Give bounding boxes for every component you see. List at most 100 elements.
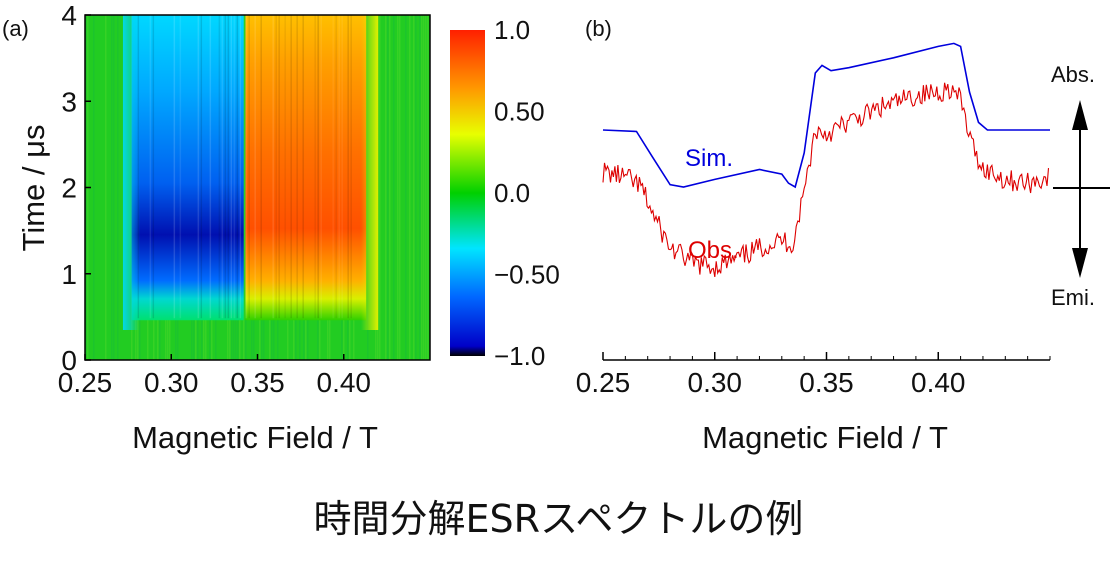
heatmap-streak	[421, 15, 423, 360]
heatmap-band-streak	[224, 15, 227, 319]
heatmap-band-streak	[317, 15, 319, 319]
heatmap-band-streak	[200, 15, 203, 319]
heatmap-band-streak	[314, 15, 316, 319]
heatmap-edge	[361, 15, 379, 330]
heatmap-band-streak	[332, 15, 334, 319]
sim-series-line	[602, 42, 1050, 189]
heatmap-band-streak	[350, 15, 352, 319]
heatmap-streak	[427, 15, 429, 360]
heatmap-streak	[409, 15, 411, 360]
abs-label: Abs.	[1051, 62, 1095, 87]
heatmap-negative-band	[131, 15, 244, 321]
heatmap-streak	[425, 15, 427, 360]
sim-series-label: Sim.	[685, 145, 733, 172]
colorbar-ticks: 1.0 0.50 0.0 −0.50 −1.0	[494, 15, 560, 371]
heatmap-x-axis-label: Magnetic Field / T	[132, 420, 378, 455]
line-plot-x-tick-label: 0.30	[688, 367, 743, 398]
line-plot-x-ticks: 0.25 0.30 0.35 0.40	[576, 352, 1051, 398]
heatmap-streak	[389, 15, 391, 360]
heatmap	[85, 15, 430, 360]
panel-a-label: (a)	[2, 16, 29, 41]
heatmap-positive-band	[245, 15, 367, 321]
heatmap-streak	[413, 15, 415, 360]
heatmap-band-streak	[236, 15, 239, 319]
colorbar-tick-label: 0.0	[494, 178, 530, 208]
heatmap-x-tick-label: 0.35	[230, 367, 285, 398]
heatmap-band-streak	[152, 15, 155, 319]
obs-series-line	[602, 82, 1050, 277]
heatmap-band-streak	[149, 15, 152, 319]
heatmap-band-streak	[209, 15, 212, 319]
heatmap-x-tick-label: 0.25	[58, 367, 113, 398]
heatmap-streak	[419, 15, 421, 360]
heatmap-streak	[93, 15, 95, 360]
heatmap-y-ticks: 0 1 2 3 4	[61, 0, 91, 376]
heatmap-streak	[397, 15, 399, 360]
heatmap-streak	[111, 15, 113, 360]
figure-caption: 時間分解ESRスペクトルの例	[313, 497, 804, 541]
heatmap-streak	[105, 15, 107, 360]
heatmap-band-streak	[272, 15, 274, 319]
heatmap-streak	[399, 15, 401, 360]
heatmap-streak	[379, 15, 381, 360]
heatmap-band-streak	[284, 15, 286, 319]
colorbar-tick-label: −0.50	[494, 260, 560, 290]
heatmap-x-tick-label: 0.40	[317, 367, 372, 398]
heatmap-x-ticks: 0.25 0.30 0.35 0.40	[58, 354, 371, 398]
heatmap-y-axis-label: Time / μs	[16, 125, 51, 252]
heatmap-band-streak	[239, 15, 242, 319]
line-plot-x-tick-label: 0.35	[799, 367, 854, 398]
heatmap-streak	[113, 15, 115, 360]
heatmap-band-streak	[296, 15, 298, 319]
heatmap-streak	[385, 15, 387, 360]
obs-series-label: Obs.	[688, 237, 739, 264]
heatmap-x-tick-label: 0.30	[144, 367, 199, 398]
line-plot	[602, 42, 1050, 277]
abs-arrow-icon	[1072, 100, 1088, 130]
heatmap-y-tick-label: 3	[61, 86, 77, 117]
line-plot-x-axis-label: Magnetic Field / T	[702, 420, 948, 455]
heatmap-streak	[415, 15, 417, 360]
heatmap-edge	[122, 15, 141, 330]
heatmap-y-tick-label: 2	[61, 173, 77, 204]
heatmap-streak	[243, 15, 245, 360]
heatmap-band-streak	[254, 15, 256, 319]
heatmap-band-streak	[248, 15, 250, 319]
heatmap-y-tick-label: 4	[61, 0, 77, 31]
heatmap-band-streak	[335, 15, 337, 319]
heatmap-streak	[387, 15, 389, 360]
colorbar-tick-label: 0.50	[494, 97, 545, 127]
heatmap-band-streak	[347, 15, 349, 319]
heatmap-streak	[393, 15, 395, 360]
heatmap-band-streak	[197, 15, 200, 319]
heatmap-y-tick-label: 0	[61, 345, 77, 376]
heatmap-band-streak	[290, 15, 292, 319]
heatmap-band-streak	[245, 15, 247, 319]
heatmap-band-streak	[278, 15, 280, 319]
panel-b: (b) 0.25 0.30 0.35 0.40 Magnetic Field / T …	[576, 16, 1110, 455]
heatmap-band-streak	[302, 15, 304, 319]
panel-b-label: (b)	[585, 16, 612, 41]
heatmap-streak	[117, 15, 119, 360]
heatmap-band-streak	[260, 15, 262, 319]
panel-a: (a) 0.25 0.30 0.35 0.40 0 1 2 3 4 Magnetic Fiel…	[2, 0, 560, 455]
heatmap-band-streak	[320, 15, 322, 319]
line-plot-x-tick-label: 0.25	[576, 367, 631, 398]
emi-label: Emi.	[1051, 285, 1095, 310]
heatmap-band-streak	[341, 15, 343, 319]
line-plot-x-tick-label: 0.40	[911, 367, 966, 398]
heatmap-band-streak	[221, 15, 224, 319]
heatmap-band-streak	[233, 15, 236, 319]
figure: (a) 0.25 0.30 0.35 0.40 0 1 2 3 4 Magnetic Fiel…	[2, 0, 1110, 455]
heatmap-band-streak	[227, 15, 230, 319]
colorbar	[450, 30, 485, 356]
heatmap-streak	[423, 15, 425, 360]
heatmap-streak	[405, 15, 407, 360]
abs-emi-indicator: Abs. Emi.	[1051, 62, 1110, 310]
colorbar-tick-label: −1.0	[494, 341, 545, 371]
heatmap-band-streak	[179, 15, 182, 319]
heatmap-band-streak	[218, 15, 221, 319]
heatmap-band-streak	[230, 15, 233, 319]
heatmap-y-tick-label: 1	[61, 259, 77, 290]
heatmap-band-streak	[173, 15, 176, 319]
